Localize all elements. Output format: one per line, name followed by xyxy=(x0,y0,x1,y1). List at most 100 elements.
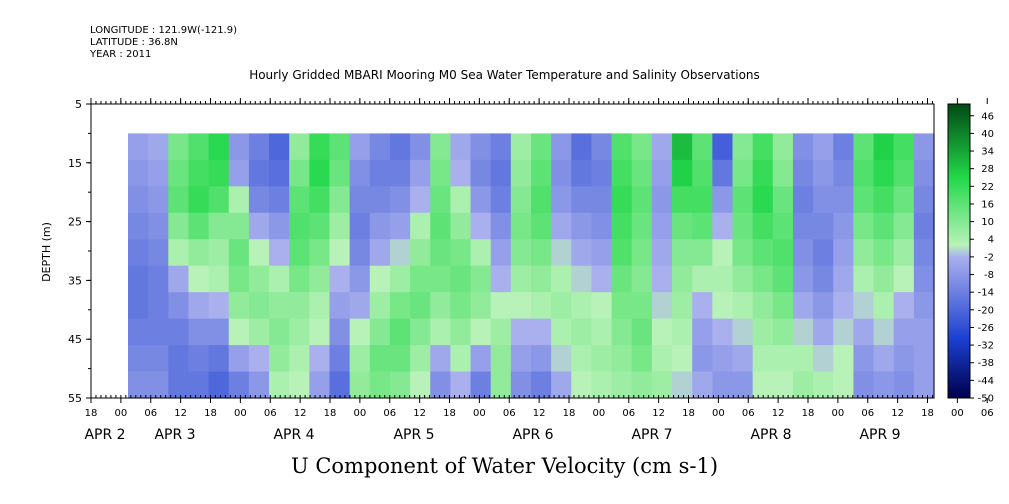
heatmap-cell xyxy=(893,133,915,161)
heatmap-cell xyxy=(752,371,774,399)
heatmap-cell xyxy=(470,265,492,293)
heatmap-cell xyxy=(349,265,371,293)
heatmap-cell xyxy=(833,371,854,399)
heatmap-cell xyxy=(732,239,754,267)
heatmap-cell xyxy=(813,265,834,293)
heatmap-cell xyxy=(389,133,411,161)
heatmap-cell xyxy=(591,318,613,346)
heatmap-cell xyxy=(208,265,230,293)
heatmap-cell xyxy=(228,265,250,293)
heatmap-cell xyxy=(813,186,834,214)
colorbar-tick-label: -50 xyxy=(978,394,994,405)
heatmap-cell xyxy=(510,318,532,346)
heatmap-cell xyxy=(329,318,351,346)
heatmap-cell xyxy=(732,133,754,161)
heatmap-cell xyxy=(410,186,431,214)
heatmap-cell xyxy=(651,159,673,187)
heatmap-cell xyxy=(712,212,734,240)
heatmap-cell xyxy=(813,371,834,399)
x-day-label: APR 7 xyxy=(631,427,672,443)
heatmap-cell xyxy=(309,345,331,373)
heatmap-cell xyxy=(833,212,854,240)
colorbar-tick-label: -32 xyxy=(978,341,994,352)
heatmap-cell xyxy=(853,212,875,240)
heatmap-cell xyxy=(228,159,250,187)
heatmap-cell xyxy=(631,292,653,320)
heatmap-cell xyxy=(631,186,653,214)
heatmap-cell xyxy=(531,159,552,187)
heatmap-cell xyxy=(531,345,552,373)
heatmap-cell xyxy=(369,345,391,373)
heatmap-cell xyxy=(531,186,552,214)
heatmap-cell xyxy=(369,371,391,399)
heatmap-cell xyxy=(510,239,532,267)
heatmap-cell xyxy=(410,159,431,187)
heatmap-cell xyxy=(611,133,633,161)
heatmap-cell xyxy=(772,133,794,161)
heatmap-cell xyxy=(571,292,593,320)
heatmap-cell xyxy=(651,371,673,399)
heatmap-cell xyxy=(450,292,472,320)
heatmap-cell xyxy=(611,318,633,346)
heatmap-cell xyxy=(551,239,572,267)
heatmap-cell xyxy=(470,345,492,373)
heatmap-cell xyxy=(248,186,270,214)
heatmap-cell xyxy=(913,318,935,346)
heatmap-cell xyxy=(571,345,593,373)
heatmap-cell xyxy=(450,265,472,293)
heatmap-cell xyxy=(752,212,774,240)
colorbar-tick-label: 34 xyxy=(981,147,994,158)
x-axis: 18 00 06 12 18 00 06 12 18 00 06 12 18 00 06 12 18 00 06 12… xyxy=(84,98,994,443)
x-tick-label: 18 xyxy=(682,408,695,419)
heatmap-cell xyxy=(531,239,552,267)
x-axis-title: U Component of Water Velocity (cm s-1) xyxy=(290,454,719,478)
heatmap-cell xyxy=(651,345,673,373)
heatmap-cell xyxy=(369,292,391,320)
heatmap-cell xyxy=(833,318,854,346)
x-tick-label: 06 xyxy=(622,408,635,419)
heatmap-cell xyxy=(571,159,593,187)
heatmap-cell xyxy=(349,292,371,320)
heatmap-cell xyxy=(591,186,613,214)
heatmap-cell xyxy=(853,265,875,293)
heatmap-cell xyxy=(490,239,512,267)
heatmap-cell xyxy=(269,318,290,346)
heatmap-cell xyxy=(450,239,472,267)
heatmap-cell xyxy=(853,186,875,214)
heatmap-cell xyxy=(148,265,169,293)
heatmap-cell xyxy=(208,212,230,240)
x-tick-label: 06 xyxy=(742,408,755,419)
heatmap-cell xyxy=(228,292,250,320)
y-axis-title: DEPTH (m) xyxy=(40,222,53,282)
heatmap-cell xyxy=(913,345,935,373)
heatmap-cell xyxy=(631,371,653,399)
heatmap-cell xyxy=(732,212,754,240)
heatmap-cell xyxy=(349,133,371,161)
heatmap-cell xyxy=(269,159,290,187)
heatmap-cell xyxy=(289,345,310,373)
colorbar-tick-label: 40 xyxy=(981,129,994,140)
y-tick-label: 25 xyxy=(68,216,82,229)
x-tick-label: 12 xyxy=(652,408,665,419)
heatmap-cell xyxy=(531,292,552,320)
x-tick-label: 00 xyxy=(234,408,247,419)
heatmap-cell xyxy=(128,239,149,267)
heatmap-cell xyxy=(732,318,754,346)
heatmap-cell xyxy=(389,265,411,293)
heatmap-cell xyxy=(329,345,351,373)
heatmap-cell xyxy=(309,186,331,214)
heatmap-cell xyxy=(309,212,331,240)
heatmap-cell xyxy=(289,133,310,161)
heatmap-cell xyxy=(148,318,169,346)
heatmap-cell xyxy=(672,371,693,399)
heatmap-cell xyxy=(128,133,149,161)
heatmap-cell xyxy=(128,292,149,320)
heatmap-cell xyxy=(893,239,915,267)
heatmap-cell xyxy=(490,318,512,346)
heatmap-cell xyxy=(772,159,794,187)
heatmap-cell xyxy=(309,371,331,399)
heatmap-cell xyxy=(450,345,472,373)
heatmap-cell xyxy=(369,318,391,346)
heatmap-cell xyxy=(893,292,915,320)
